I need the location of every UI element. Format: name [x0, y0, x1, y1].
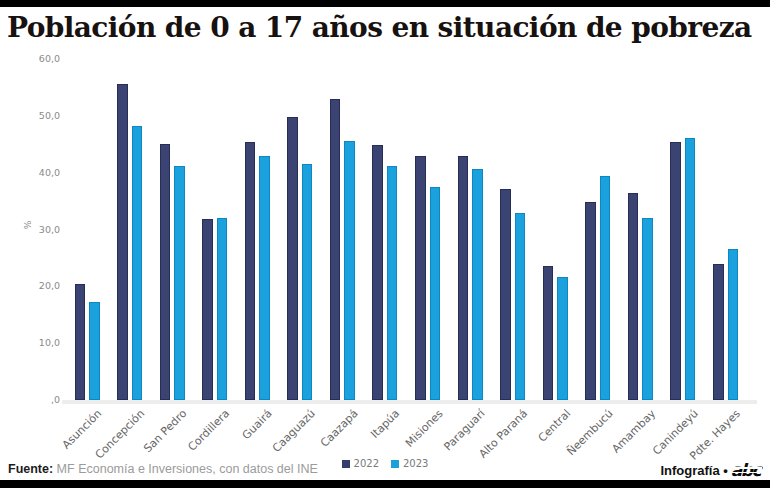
- bar-2023-2: [132, 126, 143, 400]
- bar-2023-12: [557, 277, 568, 400]
- x-axis-label: Caaguazú: [270, 407, 318, 455]
- x-axis-label: Cordillera: [186, 407, 233, 454]
- legend-item-2023: 2023: [391, 458, 428, 469]
- bar-2022-16: [713, 264, 724, 400]
- x-axis-label: Guairá: [240, 407, 275, 442]
- y-tick-label: 60,0: [20, 53, 60, 65]
- infographic-page: Población de 0 a 17 años en situación de…: [0, 0, 770, 488]
- bar-2022-7: [330, 99, 341, 400]
- bar-2022-15: [670, 142, 681, 400]
- y-axis-label: %: [23, 221, 33, 230]
- bar-2022-2: [117, 84, 128, 400]
- x-axis-label: Caazapá: [317, 407, 360, 450]
- bottom-black-bar: [0, 480, 770, 488]
- y-tick-label: 40,0: [20, 167, 60, 179]
- bar-chart: ,010,020,030,040,050,060,0%AsunciónConce…: [0, 0, 770, 488]
- bar-2023-1: [89, 302, 100, 400]
- bar-2023-3: [174, 166, 185, 400]
- y-tick-label: 20,0: [20, 280, 60, 292]
- bar-2022-3: [160, 144, 171, 400]
- abc-logo: abc: [731, 460, 762, 480]
- y-tick-label: ,0: [20, 394, 60, 406]
- bar-2022-1: [75, 284, 86, 400]
- credit-line: Infografía • abc: [660, 460, 762, 480]
- source-text: MF Economía e Inversiones, con datos del…: [53, 462, 318, 476]
- legend-swatch-2022-icon: [342, 460, 350, 468]
- x-axis-baseline: [62, 400, 757, 404]
- bar-2022-13: [585, 202, 596, 400]
- legend-label-2023: 2023: [403, 458, 428, 469]
- bar-2023-7: [344, 141, 355, 400]
- bar-2023-4: [217, 218, 228, 400]
- source-label: Fuente:: [8, 462, 53, 476]
- bar-2023-13: [600, 176, 611, 400]
- x-axis-label: Asunción: [60, 407, 105, 452]
- bar-2023-9: [430, 187, 441, 400]
- bar-2023-6: [302, 164, 313, 400]
- bar-2022-4: [202, 219, 213, 400]
- x-axis-label: Itapúa: [369, 407, 403, 441]
- credit-label: Infografía •: [660, 463, 727, 478]
- legend-swatch-2023-icon: [391, 460, 399, 468]
- bar-2022-11: [500, 189, 511, 400]
- bar-2022-9: [415, 156, 426, 400]
- y-tick-label: 10,0: [20, 337, 60, 349]
- bar-2022-6: [287, 117, 298, 400]
- bar-2023-16: [728, 249, 739, 400]
- bar-2023-5: [259, 156, 270, 400]
- x-axis-label: Misiones: [402, 407, 445, 450]
- bar-2023-11: [515, 213, 526, 400]
- legend-item-2022: 2022: [342, 458, 379, 469]
- bar-2023-8: [387, 166, 398, 400]
- bar-2022-10: [458, 156, 469, 400]
- bar-2022-12: [543, 266, 554, 400]
- y-tick-label: 50,0: [20, 110, 60, 122]
- bar-2023-15: [685, 138, 696, 400]
- x-axis-label: San Pedro: [142, 407, 190, 455]
- source-note: Fuente: MF Economía e Inversiones, con d…: [8, 462, 318, 476]
- legend-label-2022: 2022: [354, 458, 379, 469]
- bar-2022-5: [245, 142, 256, 400]
- x-axis-label: Central: [535, 407, 573, 445]
- bar-2023-10: [472, 169, 483, 400]
- bar-2022-8: [372, 145, 383, 400]
- bar-2023-14: [642, 218, 653, 400]
- bar-2022-14: [628, 193, 639, 400]
